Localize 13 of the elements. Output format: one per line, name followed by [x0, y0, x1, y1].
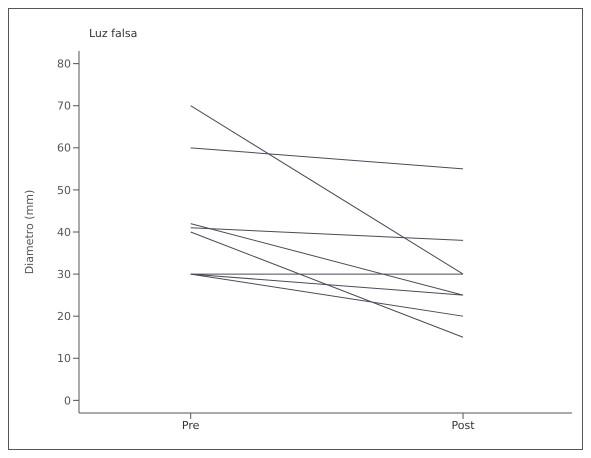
x-tick-label: Pre [182, 418, 200, 432]
y-tick-label: 10 [57, 352, 71, 366]
y-tick-label: 0 [64, 394, 71, 408]
y-tick-label: 20 [57, 310, 71, 324]
y-tick-label: 50 [57, 184, 71, 197]
chart-title: Luz falsa [89, 27, 138, 40]
y-tick-label: 80 [57, 58, 71, 71]
y-tick-label: 60 [57, 142, 71, 155]
y-tick-label: 30 [57, 268, 71, 281]
y-tick-label: 40 [57, 226, 71, 239]
y-axis-title: Diametro (mm) [22, 190, 36, 274]
y-tick-label: 70 [57, 100, 71, 113]
x-tick-label: Post [452, 418, 476, 432]
